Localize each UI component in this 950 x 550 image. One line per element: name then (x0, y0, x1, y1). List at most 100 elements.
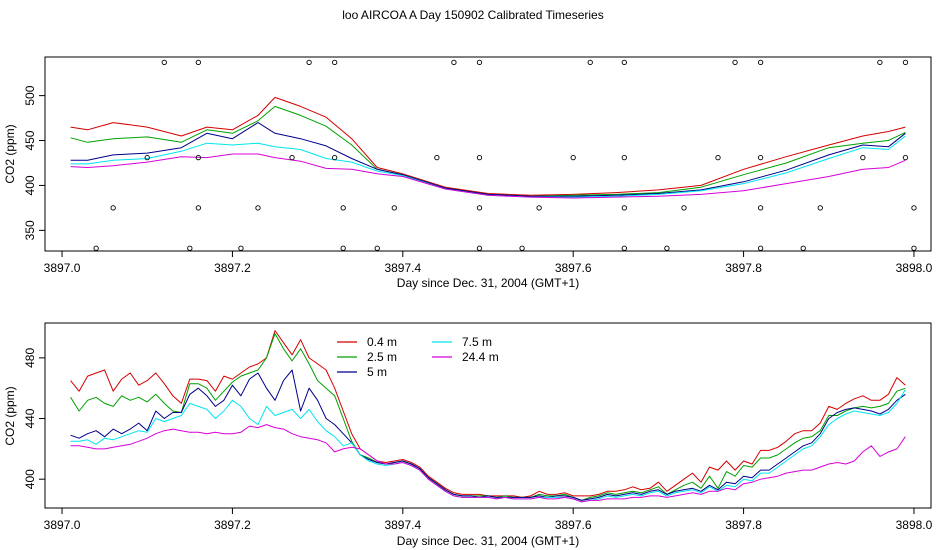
x-axis-label-top: Day since Dec. 31, 2004 (GMT+1) (397, 276, 579, 290)
legend-label: 7.5 m (462, 335, 492, 349)
legend-item: 24.4 m (432, 350, 499, 364)
marker-point (195, 205, 201, 211)
marker-point (681, 205, 687, 211)
marker-point (621, 59, 627, 66)
marker-point (902, 59, 909, 66)
marker-point (374, 245, 380, 251)
legend-label: 0.4 m (367, 335, 397, 349)
x-tick-label: 3897.8 (725, 261, 762, 275)
marker-point (476, 154, 483, 161)
series-line-0-4m (70, 96, 906, 196)
panel-bottom: 3897.0 3897.2 3897.4 3897.6 3897.8 3898.0 400… (3, 322, 933, 548)
marker-point (332, 154, 338, 161)
x-tick-label: 3897.0 (44, 518, 81, 532)
marker-point (911, 245, 917, 251)
x-tick-label: 3898.0 (896, 518, 933, 532)
y-tick-label: 450 (23, 130, 37, 150)
x-tick-label: 3897.8 (725, 518, 762, 532)
y-axis-top: 350 400 450 500 (23, 85, 46, 240)
marker-point (391, 205, 397, 211)
series-line-2-5m (70, 105, 906, 197)
x-axis-label-bottom: Day since Dec. 31, 2004 (GMT+1) (397, 534, 579, 548)
marker-point (570, 154, 576, 161)
markers-top (93, 59, 917, 251)
x-axis-top: 3897.0 3897.2 3897.4 3897.6 3897.8 3898.0 (44, 250, 933, 275)
marker-point (110, 205, 116, 211)
x-tick-label: 3897.4 (384, 518, 421, 532)
legend: 0.4 m2.5 m5 m 7.5 m24.4 m (337, 335, 499, 379)
marker-point (757, 245, 764, 251)
marker-point (621, 154, 627, 161)
marker-point (332, 59, 338, 66)
legend-item: 5 m (337, 365, 387, 379)
marker-point (664, 245, 670, 251)
x-tick-label: 3897.6 (555, 261, 592, 275)
marker-point (144, 154, 150, 161)
series-top (70, 96, 906, 199)
y-tick-label: 500 (23, 85, 37, 105)
marker-point (195, 154, 201, 161)
marker-point (911, 205, 917, 211)
marker-point (238, 245, 244, 251)
y-tick-label: 350 (23, 220, 37, 240)
marker-point (476, 59, 483, 66)
series-line-5m (70, 122, 906, 197)
marker-point (536, 205, 542, 211)
marker-point (187, 245, 193, 251)
marker-point (476, 205, 483, 211)
x-tick-label: 3897.6 (555, 518, 592, 532)
plot-frame-top (44, 56, 932, 252)
x-tick-label: 3897.2 (214, 518, 251, 532)
marker-point (757, 205, 764, 211)
marker-point (289, 154, 295, 161)
marker-point (161, 59, 167, 66)
marker-point (93, 245, 99, 251)
panel-top: 3897.0 3897.2 3897.4 3897.6 3897.8 3898.0 350… (3, 56, 933, 290)
marker-point (255, 205, 261, 211)
series-line-24-4m (70, 424, 906, 503)
series-line-5m (70, 369, 906, 501)
marker-point (587, 59, 593, 66)
legend-item: 7.5 m (432, 335, 492, 349)
x-tick-label: 3897.2 (214, 261, 251, 275)
legend-item: 0.4 m (337, 335, 397, 349)
series-bottom (70, 330, 906, 503)
marker-point (732, 59, 738, 66)
figure-title: loo AIRCOA A Day 150902 Calibrated Times… (342, 8, 603, 22)
legend-item: 2.5 m (337, 350, 397, 364)
series-line-24-4m (70, 153, 906, 199)
marker-point (860, 154, 866, 161)
marker-point (715, 154, 721, 161)
x-tick-label: 3897.4 (384, 261, 421, 275)
marker-point (195, 59, 201, 66)
legend-label: 24.4 m (462, 350, 499, 364)
marker-point (757, 154, 764, 161)
marker-point (306, 59, 312, 66)
y-tick-label: 400 (23, 469, 37, 489)
x-tick-label: 3898.0 (896, 261, 933, 275)
legend-label: 5 m (367, 365, 387, 379)
marker-point (621, 205, 627, 211)
marker-point (800, 245, 806, 251)
marker-point (340, 245, 346, 251)
marker-point (340, 205, 346, 211)
y-tick-label: 400 (23, 175, 37, 195)
marker-point (519, 245, 525, 251)
marker-point (476, 245, 483, 251)
marker-point (451, 59, 457, 66)
y-axis-label-bottom: CO2 (ppm) (3, 386, 17, 445)
y-axis-label-top: CO2 (ppm) (3, 124, 17, 183)
marker-point (877, 59, 883, 66)
marker-point (757, 59, 764, 66)
marker-point (434, 154, 440, 161)
y-tick-label: 480 (23, 348, 37, 368)
y-tick-label: 440 (23, 408, 37, 428)
marker-point (902, 154, 909, 161)
x-tick-label: 3897.0 (44, 261, 81, 275)
y-axis-bottom: 400 440 480 (23, 348, 46, 489)
x-axis-bottom: 3897.0 3897.2 3897.4 3897.6 3897.8 3898.0 (44, 507, 933, 532)
series-line-7-5m (70, 135, 906, 198)
marker-point (817, 205, 823, 211)
legend-label: 2.5 m (367, 350, 397, 364)
